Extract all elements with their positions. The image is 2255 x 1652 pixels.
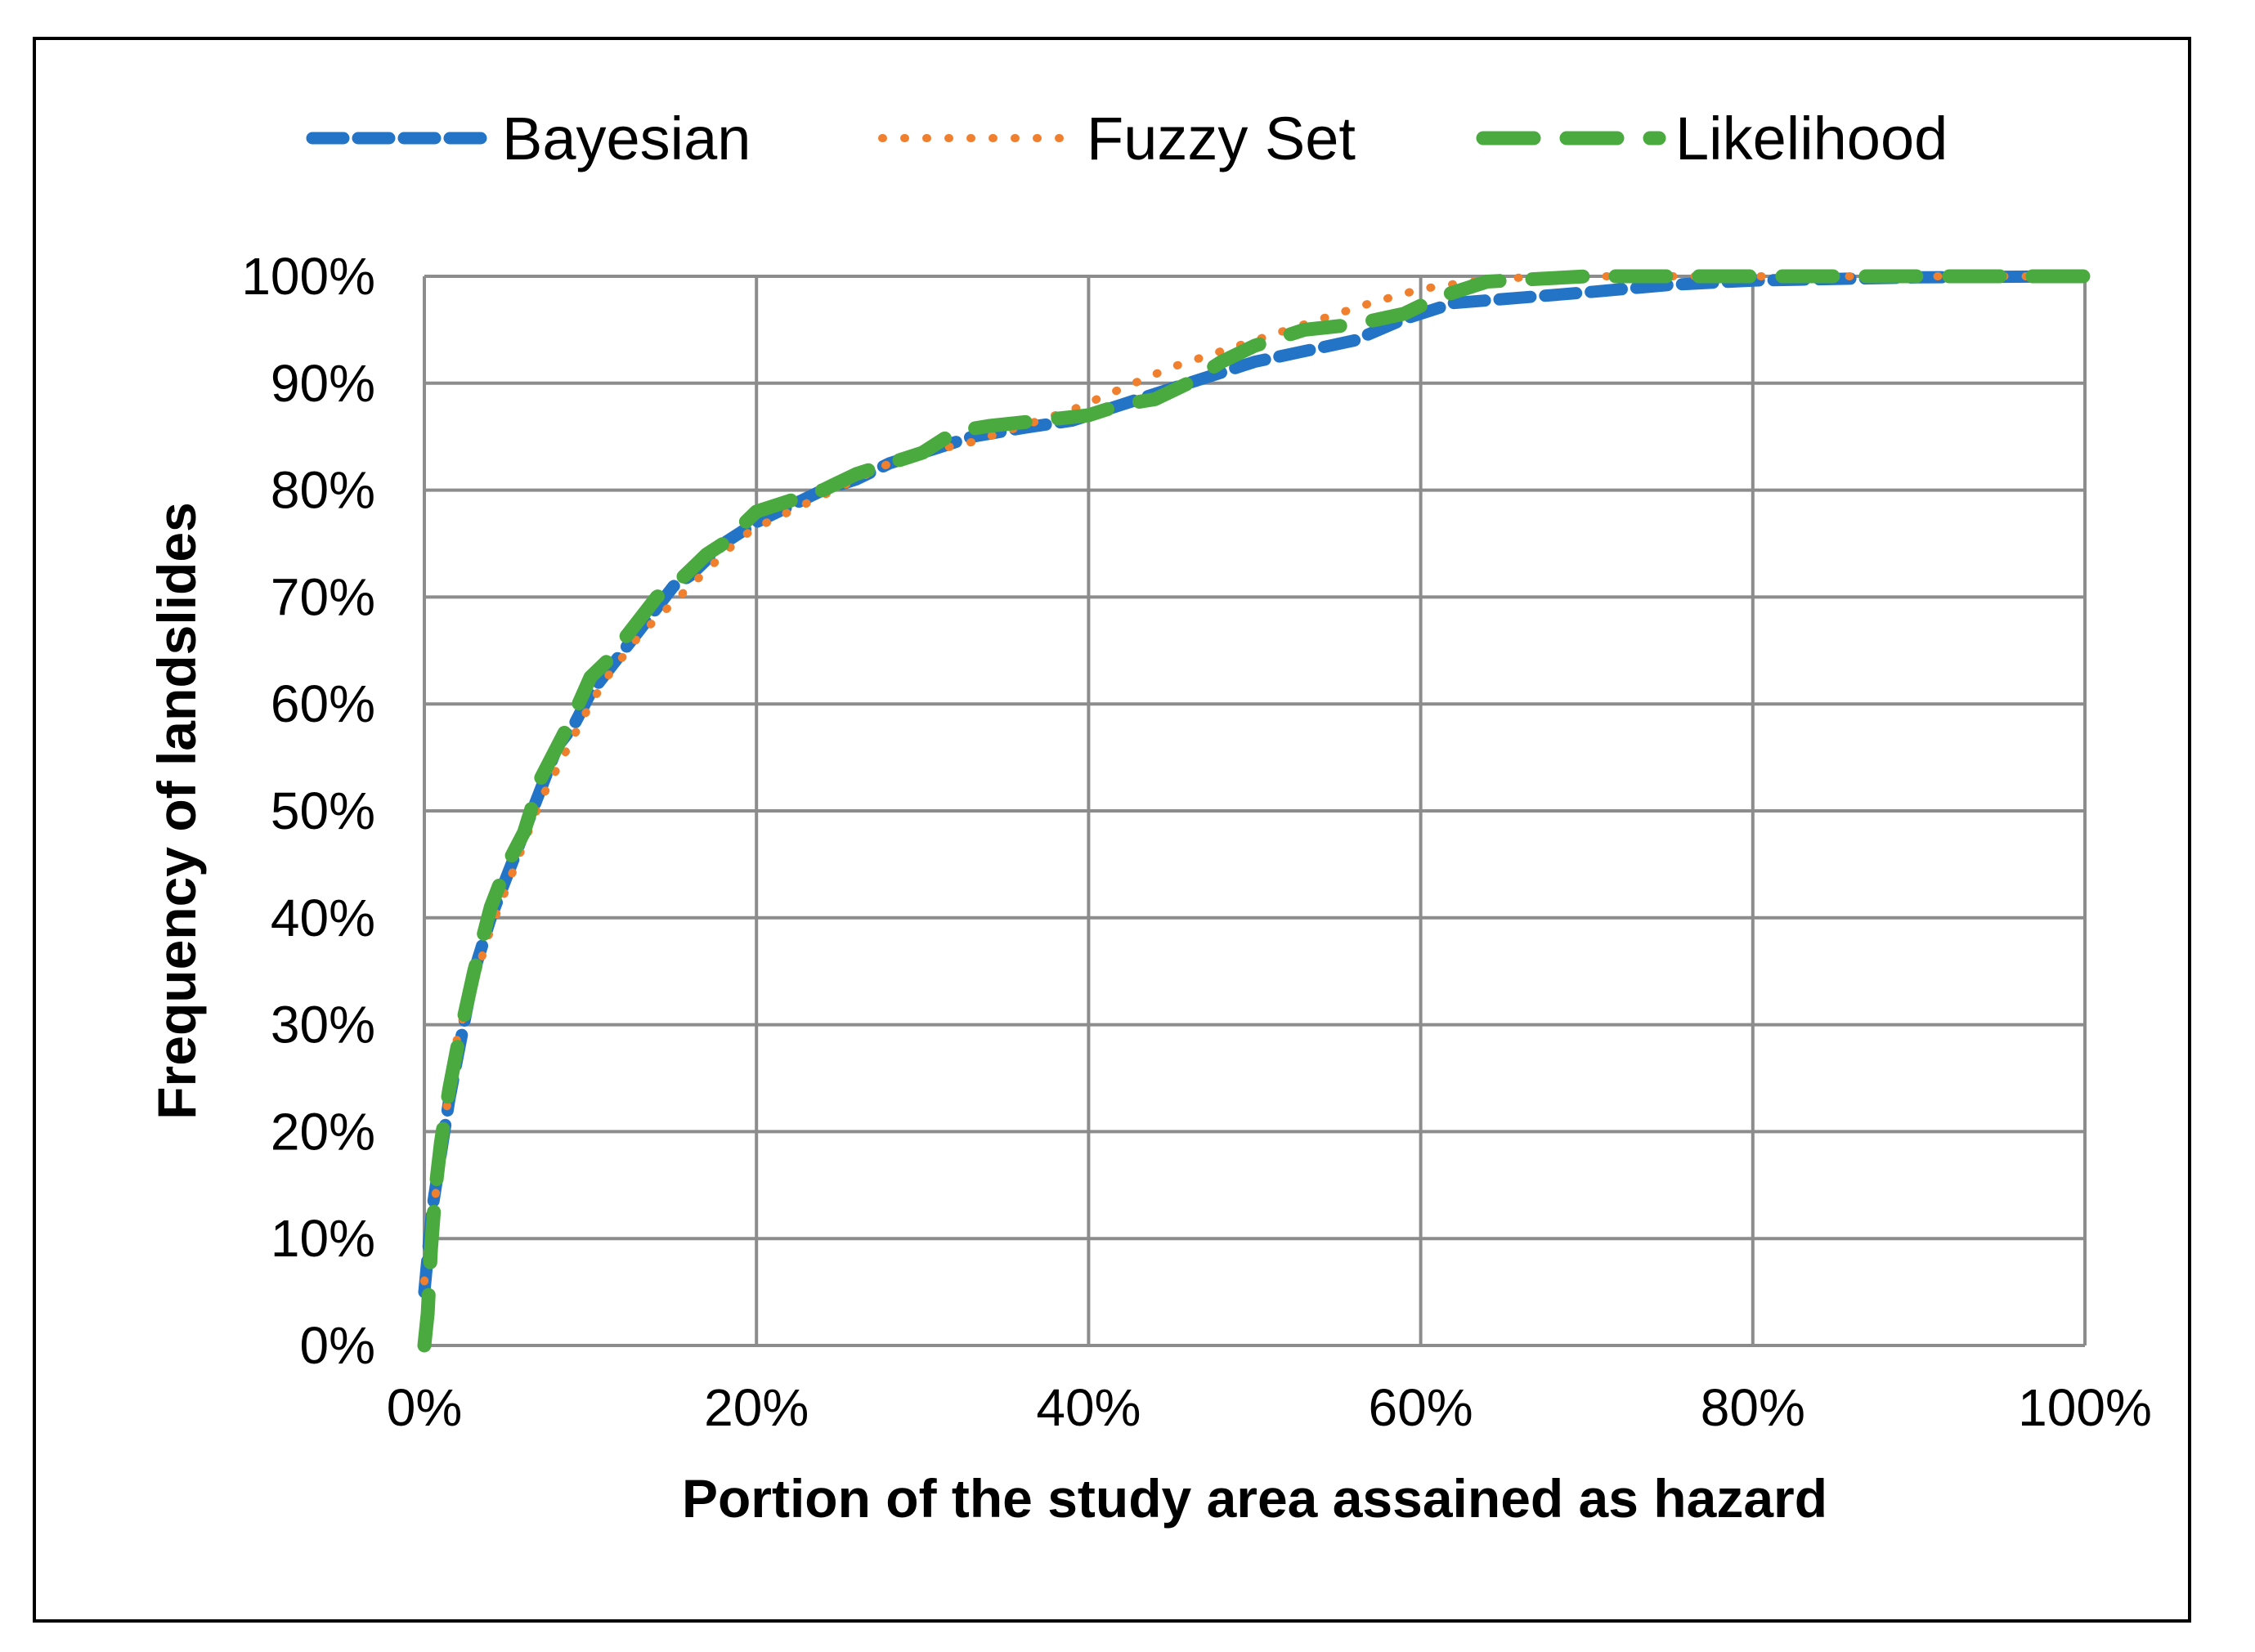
y-tick-label: 40% bbox=[271, 889, 375, 947]
line-chart: 0% 10% 20% 30% 40% 50% 60% 70% 80% 90% 100% 0% 20% 4… bbox=[146, 105, 2152, 1529]
series-line-fuzzy-set bbox=[420, 272, 2089, 1286]
x-tick-label: 0% bbox=[387, 1378, 463, 1437]
x-axis-ticks: 0% 20% 40% 60% 80% 100% bbox=[387, 1378, 2152, 1437]
y-axis-title: Frequency of landslides bbox=[146, 502, 207, 1120]
grid bbox=[423, 275, 2087, 1347]
y-axis-ticks: 0% 10% 20% 30% 40% 50% 60% 70% 80% 90% 100% bbox=[241, 247, 375, 1375]
x-tick-label: 20% bbox=[704, 1378, 809, 1437]
y-tick-label: 30% bbox=[271, 996, 375, 1054]
y-tick-label: 50% bbox=[271, 781, 375, 840]
chart-frame: 0% 10% 20% 30% 40% 50% 60% 70% 80% 90% 100% 0% 20% 4… bbox=[33, 37, 2191, 1623]
legend: Bayesian Fuzzy Set Likelihood bbox=[306, 105, 1948, 172]
y-tick-label: 20% bbox=[271, 1102, 375, 1161]
series-line-likelihood bbox=[417, 269, 2092, 1353]
x-tick-label: 60% bbox=[1369, 1378, 1473, 1437]
series-lines bbox=[417, 269, 2092, 1353]
y-tick-label: 90% bbox=[271, 354, 375, 413]
y-tick-label: 80% bbox=[271, 461, 375, 520]
y-tick-label: 10% bbox=[271, 1209, 375, 1268]
y-tick-label: 60% bbox=[271, 674, 375, 733]
x-tick-label: 40% bbox=[1036, 1378, 1141, 1437]
legend-label-bayesian: Bayesian bbox=[502, 105, 751, 172]
x-tick-label: 100% bbox=[2018, 1378, 2152, 1437]
y-tick-label: 0% bbox=[300, 1316, 376, 1375]
series-line-bayesian bbox=[418, 270, 2091, 1299]
legend-label-fuzzy-set: Fuzzy Set bbox=[1087, 105, 1356, 172]
x-tick-label: 80% bbox=[1701, 1378, 1805, 1437]
y-tick-label: 100% bbox=[241, 247, 375, 306]
x-axis-title: Portion of the study area assained as ha… bbox=[682, 1468, 1827, 1529]
y-tick-label: 70% bbox=[271, 567, 375, 626]
legend-label-likelihood: Likelihood bbox=[1675, 105, 1948, 172]
